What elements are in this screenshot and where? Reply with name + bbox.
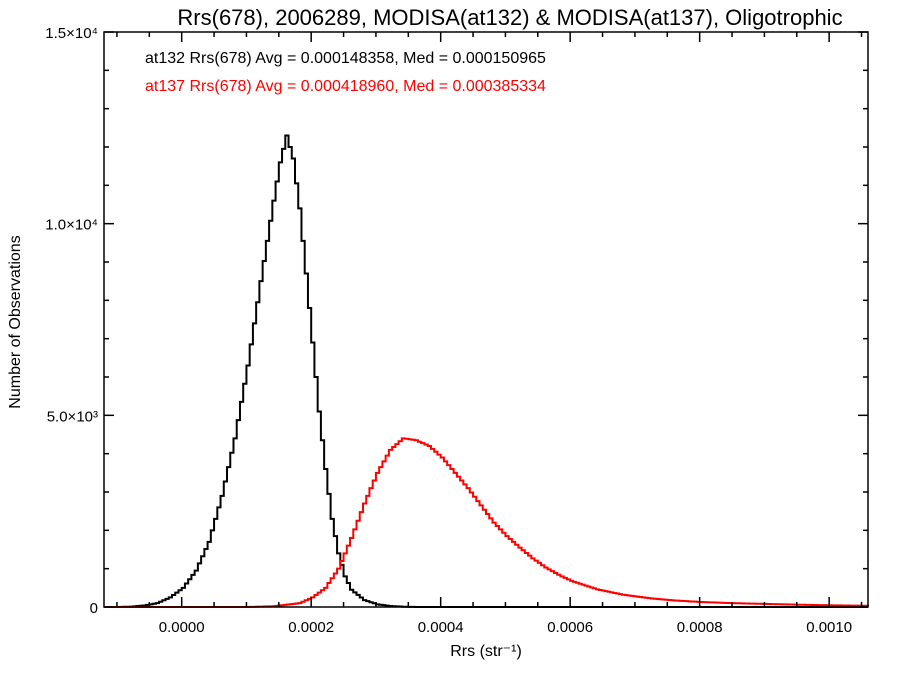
y-tick-label: 0 [90,600,98,617]
series-line-0 [104,134,868,608]
legend-entry-at137: at137 Rrs(678) Avg = 0.000418960, Med = … [145,78,546,95]
series-layer [104,134,869,608]
y-tick-label: 1.0×10⁴ [45,217,98,234]
series-line-1 [104,437,869,608]
x-tick-label: 0.0008 [677,619,723,636]
x-axis-label: Rrs (str⁻¹) [450,643,522,660]
x-tick-label: 0.0010 [806,619,852,636]
x-tick-label: 0.0000 [159,619,205,636]
x-tick-label: 0.0006 [547,619,593,636]
y-axis-label: Number of Observations [7,235,24,408]
y-tick-label: 1.5×10⁴ [45,25,98,42]
ticks-layer: 0.0000 0.0002 0.0004 0.0006 0.0008 0.0010 0 5.0… [45,25,868,636]
legend-entry-at132: at132 Rrs(678) Avg = 0.000148358, Med = … [145,50,546,67]
x-tick-label: 0.0004 [418,619,464,636]
y-tick-label: 5.0×10³ [47,408,98,425]
x-tick-label: 0.0002 [288,619,334,636]
plot-frame [103,31,869,608]
chart-title: Rrs(678), 2006289, MODISA(at132) & MODIS… [177,5,842,30]
